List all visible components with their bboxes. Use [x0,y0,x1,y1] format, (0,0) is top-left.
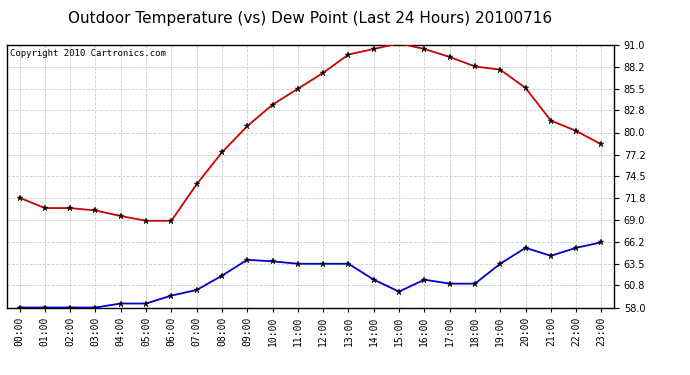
Text: Copyright 2010 Cartronics.com: Copyright 2010 Cartronics.com [10,49,166,58]
Text: Outdoor Temperature (vs) Dew Point (Last 24 Hours) 20100716: Outdoor Temperature (vs) Dew Point (Last… [68,11,553,26]
